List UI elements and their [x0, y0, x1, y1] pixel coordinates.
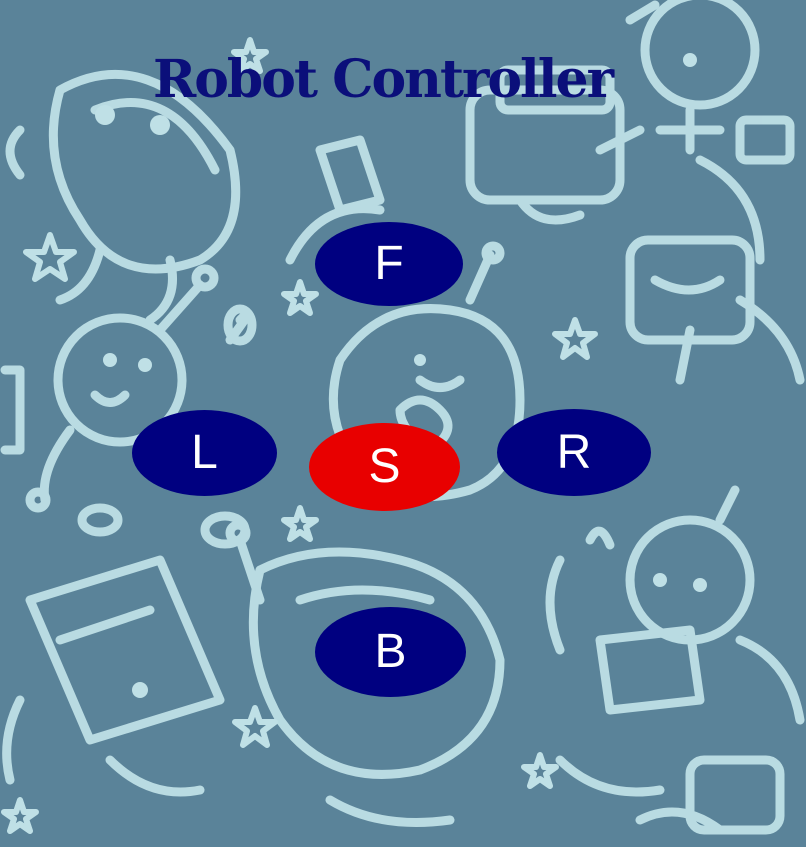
- robot-doodle: [0, 304, 725, 835]
- stop-button[interactable]: S: [309, 423, 460, 511]
- doodle-eye: [653, 573, 667, 587]
- robot-doodle: [625, 0, 795, 265]
- star-doodle: [232, 705, 278, 748]
- robot-doodle: [5, 69, 241, 325]
- robot-doodle: [225, 520, 505, 827]
- doodle-eye: [693, 578, 707, 592]
- robot-doodle: [545, 485, 805, 835]
- star-doodle: [1, 797, 39, 834]
- robot-doodle: [625, 235, 805, 385]
- star-doodle: [521, 752, 559, 789]
- robot-doodle: [2, 555, 225, 797]
- right-button[interactable]: R: [497, 409, 651, 496]
- forward-button[interactable]: F: [315, 222, 463, 306]
- doodle-eye: [150, 115, 170, 135]
- doodle-eye: [414, 354, 426, 366]
- doodle-eye: [683, 53, 697, 67]
- doodle-eye: [103, 353, 117, 367]
- star-doodle: [23, 232, 77, 282]
- doodle-eye: [132, 682, 148, 698]
- back-button[interactable]: B: [315, 607, 466, 697]
- doodle-eye: [95, 105, 115, 125]
- star-doodle: [281, 279, 319, 316]
- page-title: Robot Controller: [153, 49, 614, 110]
- left-button[interactable]: L: [132, 410, 277, 496]
- star-doodle: [231, 37, 269, 74]
- star-doodle: [281, 505, 319, 542]
- star-doodle: [552, 317, 598, 360]
- doodle-eye: [138, 358, 152, 372]
- robot-doodle: [465, 65, 645, 225]
- robot-doodle: [25, 264, 253, 513]
